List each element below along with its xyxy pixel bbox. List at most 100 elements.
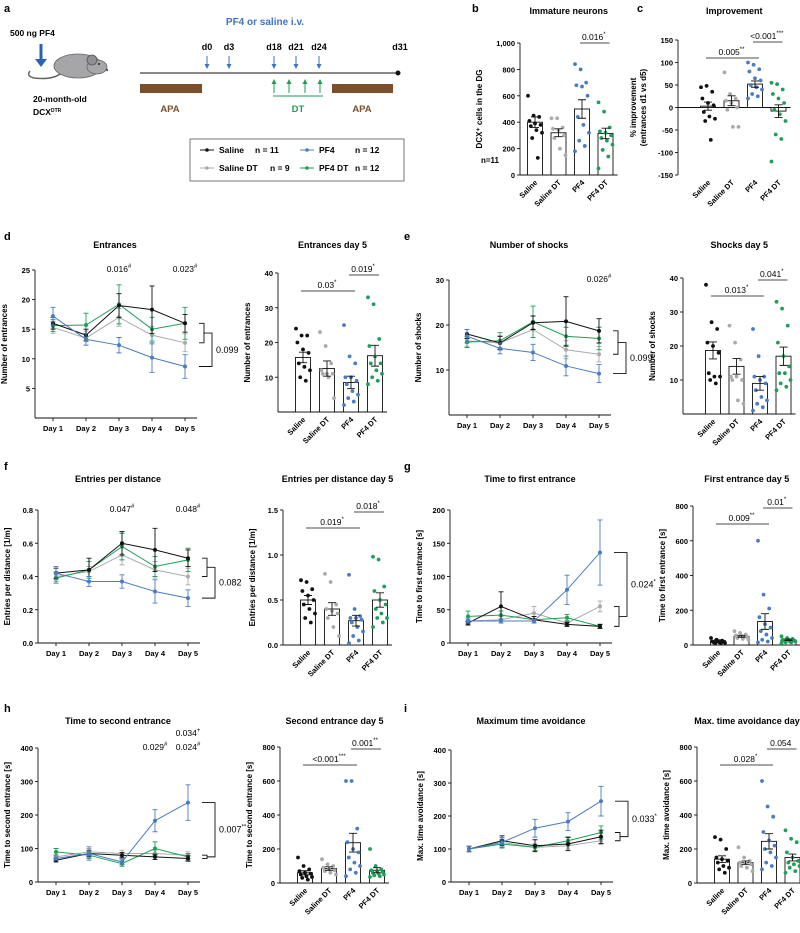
y-tick-label: 0.5 (268, 596, 278, 605)
y-tick-label: 20 (22, 296, 30, 305)
bar-group (732, 629, 751, 646)
chart-title: Entries per distance day 5 (282, 474, 394, 484)
data-point (323, 344, 328, 348)
data-point (565, 587, 569, 592)
error-bar (531, 116, 539, 128)
arrow-head (316, 64, 322, 69)
data-point (597, 371, 601, 376)
y-tick-label: 20 (670, 342, 678, 351)
comparison-p-value: 0.019* (320, 517, 344, 527)
data-point (792, 862, 796, 867)
y-tick-label: 100 (660, 59, 673, 68)
data-point (534, 128, 539, 133)
data-point (183, 340, 187, 345)
x-tick-label: Saline (290, 648, 312, 670)
p-value: 0.001 (352, 738, 374, 748)
data-point (721, 864, 726, 868)
p-value: 0.034 (176, 728, 198, 738)
y-tick-label: 30 (265, 304, 273, 313)
comparison-bracket-outer (613, 342, 627, 375)
data-point (367, 344, 372, 348)
data-point (771, 814, 776, 819)
dt-arrows (271, 79, 323, 93)
down-arrow-icon (226, 56, 232, 69)
data-point (716, 350, 721, 355)
y-tick-label: 100 (432, 573, 445, 582)
data-point (186, 574, 190, 579)
significance-mark: # (197, 504, 201, 510)
x-tick-label: Day 4 (557, 649, 578, 658)
data-point (323, 572, 327, 576)
y-axis-label: Entries per distance [1/m] (3, 527, 12, 625)
data-point (574, 83, 579, 88)
significance-mark: *** (339, 754, 347, 760)
p-value: 0.024 (176, 742, 198, 752)
significance-mark: # (164, 742, 168, 748)
chart-title: Time to first entrance (484, 474, 575, 484)
legend-item: Saline DT n = 9 (200, 163, 290, 173)
data-point (325, 616, 330, 620)
data-point (308, 620, 313, 625)
y-tick-label: 10 (265, 373, 273, 382)
bar-group (736, 845, 755, 884)
data-point (368, 847, 372, 851)
data-point (713, 381, 718, 386)
data-point (54, 849, 58, 854)
significance-mark: * (603, 32, 606, 38)
apa-label-pre: APA (160, 104, 179, 115)
x-tick-label: Day 3 (112, 888, 132, 897)
data-point (785, 850, 789, 855)
y-axis-label: Number of shocks (648, 311, 657, 381)
error-bar (718, 855, 726, 864)
data-point (736, 124, 741, 129)
data-point (736, 398, 740, 403)
error-bar (779, 346, 788, 366)
data-point (746, 637, 751, 642)
data-point (465, 334, 469, 339)
x-tick-label: PF4 (753, 647, 770, 664)
data-point (533, 843, 537, 848)
data-point (797, 864, 800, 868)
error-bar (732, 358, 741, 375)
x-tick-label: Day 2 (79, 888, 99, 897)
comparison-bracket-outer (202, 566, 216, 599)
data-point (183, 321, 187, 326)
data-point (532, 619, 536, 624)
data-point (774, 388, 779, 393)
legend-item: Saline n = 11 (200, 145, 279, 155)
apa-label-post: APA (352, 104, 371, 115)
x-tick-label: Day 5 (589, 421, 609, 430)
y-tick-label: 0.0 (268, 641, 278, 650)
data-point (368, 361, 373, 366)
x-tick-label: PF4 DT (355, 415, 380, 440)
data-point (153, 846, 157, 851)
p-value: 0.007 (219, 825, 242, 835)
data-point (349, 779, 354, 783)
p-value: 0.013 (725, 285, 747, 295)
panel-letter: i (404, 703, 407, 715)
data-point (718, 837, 723, 842)
data-point (348, 867, 353, 872)
data-point (728, 92, 732, 96)
y-axis-label: Time to first entrance [s] (658, 529, 667, 623)
data-point (499, 619, 503, 624)
y-tick-label: 400 (262, 811, 275, 820)
data-point (531, 320, 535, 325)
data-point (738, 630, 742, 635)
data-point (300, 589, 305, 593)
y-tick-label: 0.0 (23, 639, 33, 648)
data-point (296, 361, 301, 366)
x-tick-label: Saline (285, 415, 307, 437)
x-tick-label: Day 1 (459, 888, 479, 897)
down-arrow-icon (204, 56, 210, 69)
p-value: 0.029 (143, 742, 165, 752)
data-point (598, 624, 602, 629)
data-point (755, 94, 760, 99)
data-point (324, 607, 329, 611)
data-point (736, 845, 741, 850)
x-tick-label: Saline (700, 648, 722, 670)
x-tick-label: Day 3 (524, 649, 544, 658)
data-point (301, 602, 306, 607)
chart-title: Number of shocks (490, 240, 569, 250)
